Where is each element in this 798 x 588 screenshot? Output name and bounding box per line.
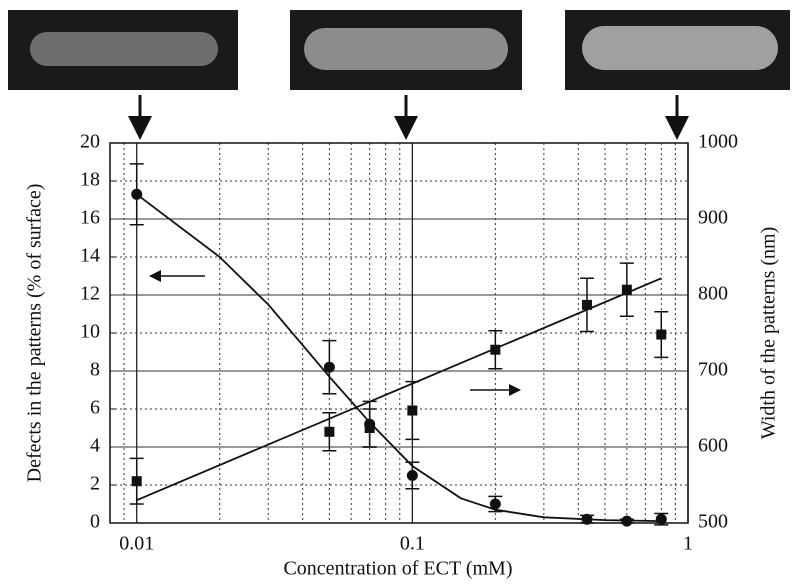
marker <box>656 330 666 340</box>
fit-line <box>137 194 662 521</box>
y-tick-label: 18 <box>80 169 100 191</box>
y2-tick-label: 1000 <box>698 131 738 153</box>
y2-tick-label: 800 <box>698 283 728 305</box>
x-tick-label: 0.01 <box>119 533 154 555</box>
marker <box>407 406 417 416</box>
marker <box>131 189 142 200</box>
marker <box>407 470 418 481</box>
marker <box>621 516 632 527</box>
y-tick-label: 6 <box>90 397 100 419</box>
y-tick-label: 20 <box>80 131 100 153</box>
y-tick-label: 10 <box>80 321 100 343</box>
chart: Concentration of ECT (mM) Defects in the… <box>0 0 798 583</box>
y2-tick-label: 900 <box>698 207 728 229</box>
y-tick-label: 14 <box>80 245 100 267</box>
marker <box>490 345 500 355</box>
marker <box>132 476 142 486</box>
x-tick-label: 0.1 <box>400 533 425 555</box>
y-tick-label: 0 <box>90 511 100 533</box>
micrographs <box>8 10 790 90</box>
marker <box>656 514 667 525</box>
marker <box>324 362 335 373</box>
y2-tick-label: 600 <box>698 435 728 457</box>
y-tick-label: 16 <box>80 207 100 229</box>
marker <box>622 285 632 295</box>
y-axis-label: Defects in the patterns (% of surface) <box>24 184 46 483</box>
y-tick-label: 2 <box>90 473 100 495</box>
marker <box>490 499 501 510</box>
y2-tick-label: 500 <box>698 511 728 533</box>
marker <box>324 427 334 437</box>
y-tick-label: 12 <box>80 283 100 305</box>
x-axis-label: Concentration of ECT (mM) <box>283 558 512 580</box>
marker <box>365 423 375 433</box>
y-tick-label: 4 <box>90 435 100 457</box>
y-tick-label: 8 <box>90 359 100 381</box>
arrows <box>140 95 677 390</box>
fit-line <box>137 278 662 500</box>
y2-axis-label: Width of the patterns (nm) <box>758 227 780 439</box>
marker <box>581 514 592 525</box>
x-tick-label: 1 <box>683 533 693 555</box>
marker <box>582 300 592 310</box>
y2-tick-label: 700 <box>698 359 728 381</box>
